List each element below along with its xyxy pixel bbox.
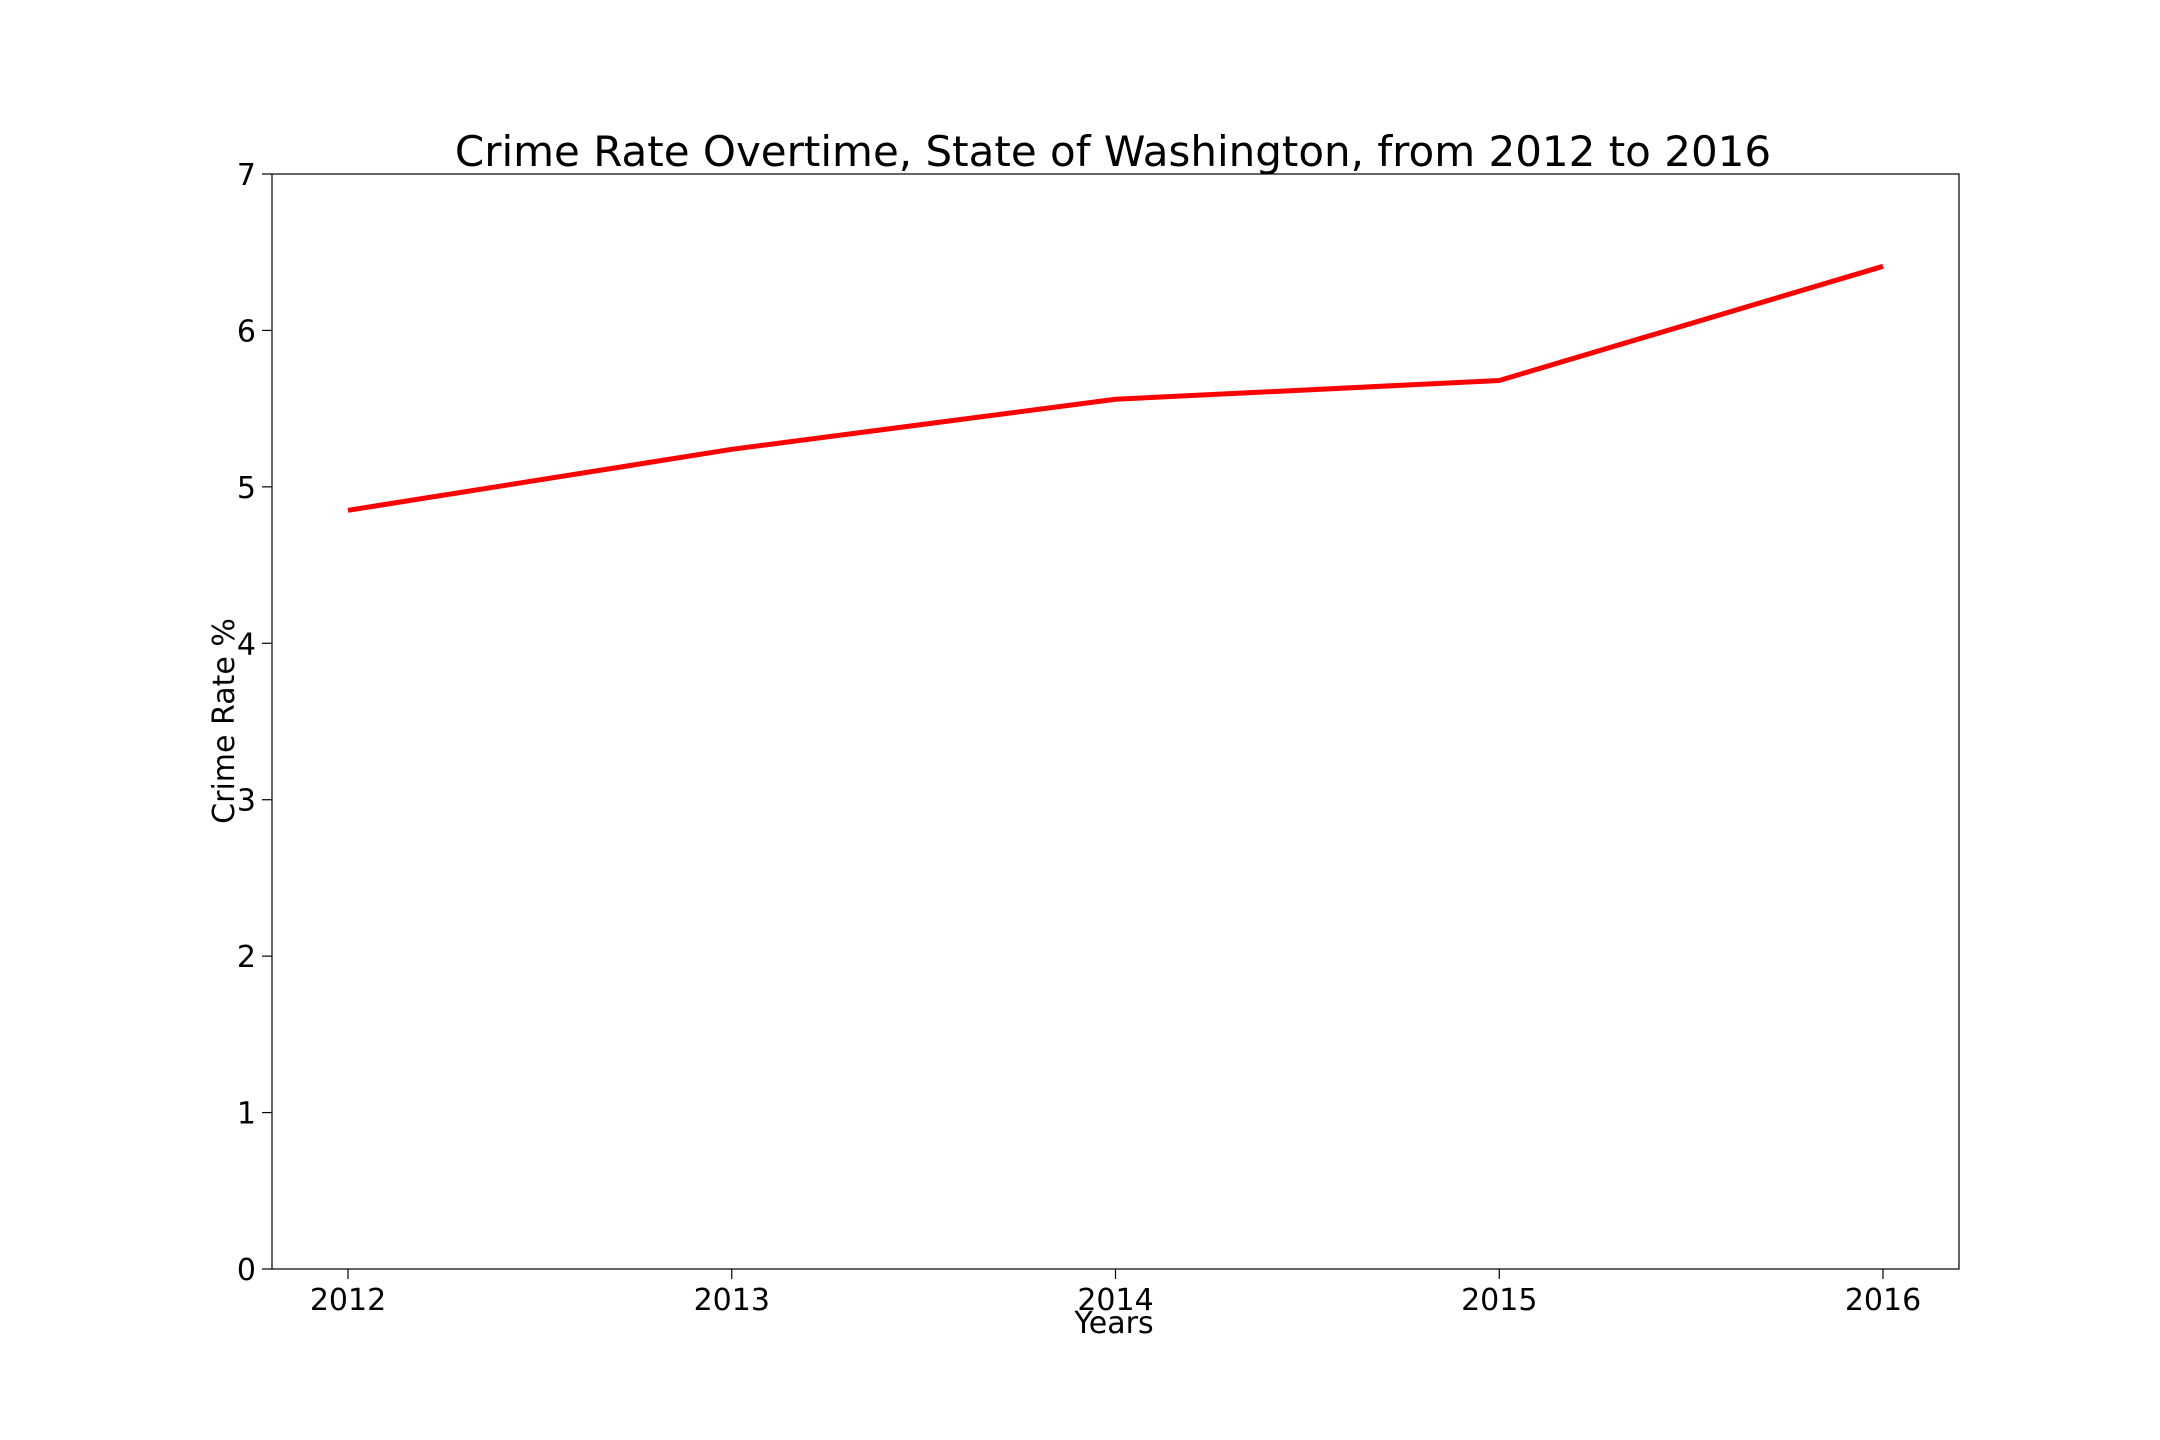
y-tick-label: 6	[237, 314, 256, 349]
y-tick-label: 5	[237, 471, 256, 506]
y-tick-label: 7	[237, 158, 256, 193]
y-tick-label: 4	[237, 627, 256, 662]
y-tick-label: 0	[237, 1253, 256, 1288]
x-tick-label: 2014	[1077, 1283, 1153, 1318]
y-axis-title: Crime Rate %	[207, 618, 242, 824]
chart-title: Crime Rate Overtime, State of Washington…	[455, 127, 1771, 176]
y-tick-label: 2	[237, 940, 256, 975]
series-layer	[347, 263, 1884, 513]
y-tick-label: 1	[237, 1097, 256, 1132]
x-axis-title: Years	[1073, 1306, 1153, 1341]
x-tick-label: 2013	[694, 1283, 770, 1318]
x-axis: 2012 2013 2014 2015 2016	[310, 1269, 1921, 1318]
x-tick-label: 2015	[1461, 1283, 1537, 1318]
x-tick-label: 2012	[310, 1283, 386, 1318]
y-tick-label: 3	[237, 784, 256, 819]
y-axis: 0 1 2 3 4 5 6 7	[237, 158, 272, 1288]
x-tick-label: 2016	[1845, 1283, 1921, 1318]
